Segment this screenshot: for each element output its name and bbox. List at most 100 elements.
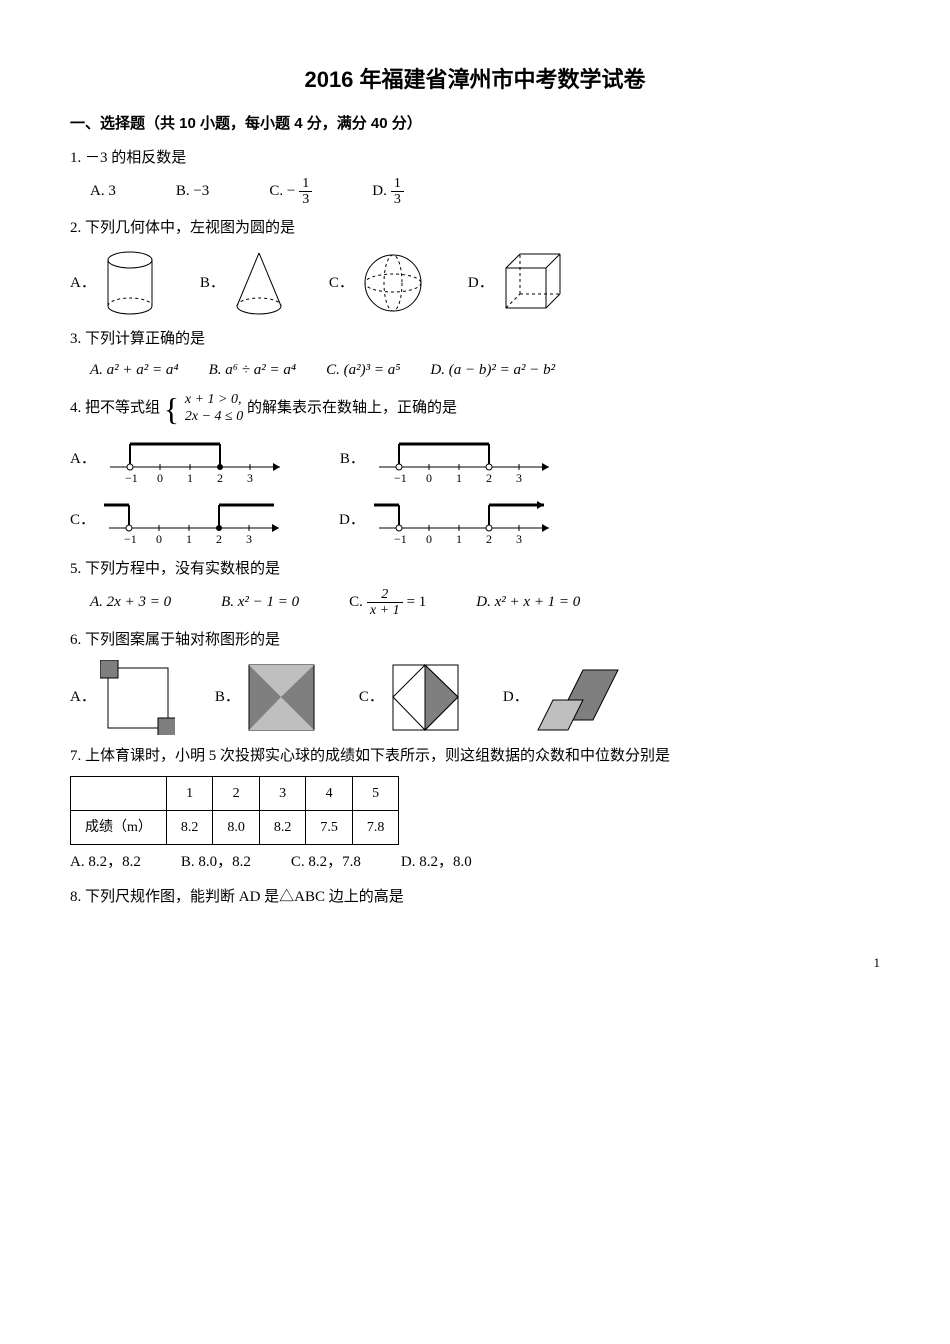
- q2-opt-d: D．: [468, 248, 568, 318]
- cone-icon: [229, 248, 289, 318]
- cube-icon: [498, 248, 568, 318]
- q4-b-label: B．: [340, 446, 365, 473]
- cell-rowhead: 成绩（m）: [71, 810, 167, 844]
- svg-text:0: 0: [156, 532, 162, 546]
- q5-c-den: x + 1: [367, 603, 403, 618]
- q1-opt-b: B. −3: [176, 178, 209, 205]
- q5-opt-c: C. 2 x + 1 = 1: [349, 587, 426, 619]
- q3-stem: 3. 下列计算正确的是: [70, 326, 880, 353]
- q7-opt-b: B. 8.0，8.2: [181, 849, 251, 876]
- q1-opt-d: D. 1 3: [372, 176, 404, 208]
- svg-text:1: 1: [456, 532, 462, 546]
- q5-options: A. 2x + 3 = 0 B. x² − 1 = 0 C. 2 x + 1 =…: [90, 587, 880, 619]
- q2-opt-b: B．: [200, 248, 289, 318]
- q6-b-label: B．: [215, 684, 240, 711]
- q4-post: 的解集表示在数轴上，正确的是: [247, 401, 457, 417]
- cell-c4: 4: [306, 776, 353, 810]
- q6-opt-b: B．: [215, 660, 319, 735]
- q7-options: A. 8.2，8.2 B. 8.0，8.2 C. 8.2，7.8 D. 8.2，…: [70, 849, 880, 876]
- q4-row1: A． −1 0 1 2 3 B． −1 0 1: [70, 432, 880, 487]
- q3-opt-b: B. a⁶ ÷ a² = a⁴: [209, 357, 296, 384]
- q2-options: A． B． C． D．: [70, 248, 880, 318]
- cell-v2: 8.0: [213, 810, 260, 844]
- q2-opt-a: A．: [70, 248, 160, 318]
- numberline-c: −1 0 1 2 3: [99, 493, 289, 548]
- svg-text:3: 3: [516, 471, 522, 485]
- svg-text:1: 1: [456, 471, 462, 485]
- q6-stem: 6. 下列图案属于轴对称图形的是: [70, 627, 880, 654]
- q4-stem: 4. 把不等式组 { x + 1 > 0, 2x − 4 ≤ 0 的解集表示在数…: [70, 392, 880, 426]
- q4-opt-c: C． −1 0 1 2 3: [70, 493, 289, 548]
- cell-v3: 8.2: [259, 810, 306, 844]
- q5-opt-b: B. x² − 1 = 0: [221, 589, 299, 616]
- q1-opt-c: C. − 1 3: [269, 176, 312, 208]
- svg-text:−1: −1: [125, 471, 138, 485]
- q4-row2: C． −1 0 1 2 3 D． −1 0: [70, 493, 880, 548]
- pattern-c: [388, 660, 463, 735]
- svg-text:0: 0: [157, 471, 163, 485]
- q7-opt-d: D. 8.2，8.0: [401, 849, 472, 876]
- q4-a-label: A．: [70, 446, 96, 473]
- q2-a-label: A．: [70, 270, 96, 297]
- q5-c-num: 2: [367, 587, 403, 603]
- brace-icon: {: [164, 395, 179, 424]
- q1-c-den: 3: [299, 192, 312, 207]
- pattern-a: [100, 660, 175, 735]
- q1-options: A. 3 B. −3 C. − 1 3 D. 1 3: [90, 176, 880, 208]
- q1-d-den: 3: [391, 192, 404, 207]
- q4-opt-d: D． −1 0 1 2 3: [339, 493, 559, 548]
- svg-text:1: 1: [186, 532, 192, 546]
- cell-c3: 3: [259, 776, 306, 810]
- q5-c-post: = 1: [407, 589, 427, 616]
- q7-opt-a: A. 8.2，8.2: [70, 849, 141, 876]
- q6-options: A． B． C． D．: [70, 660, 880, 735]
- cell-v5: 7.8: [352, 810, 399, 844]
- numberline-d: −1 0 1 2 3: [369, 493, 559, 548]
- q4-d-label: D．: [339, 507, 365, 534]
- q1-stem: 1. －3 的相反数是: [70, 145, 880, 172]
- q2-c-label: C．: [329, 270, 354, 297]
- q5-opt-a: A. 2x + 3 = 0: [90, 589, 171, 616]
- table-row-data: 成绩（m） 8.2 8.0 8.2 7.5 7.8: [71, 810, 399, 844]
- table-row-head: 1 2 3 4 5: [71, 776, 399, 810]
- q2-d-label: D．: [468, 270, 494, 297]
- cell-c5: 5: [352, 776, 399, 810]
- q2-stem: 2. 下列几何体中，左视图为圆的是: [70, 215, 880, 242]
- q4-opt-b: B． −1 0 1 2 3: [340, 432, 559, 487]
- q2-opt-c: C．: [329, 248, 428, 318]
- svg-text:2: 2: [217, 471, 223, 485]
- svg-text:1: 1: [187, 471, 193, 485]
- cylinder-icon: [100, 248, 160, 318]
- q1-opt-a: A. 3: [90, 178, 116, 205]
- q6-opt-a: A．: [70, 660, 175, 735]
- section-heading: 一、选择题（共 10 小题，每小题 4 分，满分 40 分）: [70, 110, 880, 137]
- cell-c2: 2: [213, 776, 260, 810]
- cell-v1: 8.2: [166, 810, 213, 844]
- q5-stem: 5. 下列方程中，没有实数根的是: [70, 556, 880, 583]
- q6-opt-c: C．: [359, 660, 463, 735]
- q3-opt-c: C. (a²)³ = a⁵: [326, 357, 400, 384]
- svg-text:2: 2: [486, 471, 492, 485]
- q1-d-prefix: D.: [372, 178, 387, 205]
- page-number: 1: [70, 951, 880, 974]
- numberline-b: −1 0 1 2 3: [369, 432, 559, 487]
- svg-text:2: 2: [216, 532, 222, 546]
- q6-a-label: A．: [70, 684, 96, 711]
- q8-stem: 8. 下列尺规作图，能判断 AD 是△ABC 边上的高是: [70, 884, 880, 911]
- q5-c-pre: C.: [349, 589, 363, 616]
- page-title: 2016 年福建省漳州市中考数学试卷: [70, 60, 880, 100]
- svg-text:2: 2: [486, 532, 492, 546]
- svg-text:3: 3: [516, 532, 522, 546]
- q5-opt-d: D. x² + x + 1 = 0: [476, 589, 580, 616]
- q3-opt-d: D. (a − b)² = a² − b²: [430, 357, 555, 384]
- cell-v4: 7.5: [306, 810, 353, 844]
- q1-c-num: 1: [299, 176, 312, 192]
- q3-options: A. a² + a² = a⁴ B. a⁶ ÷ a² = a⁴ C. (a²)³…: [90, 357, 880, 384]
- q1-c-prefix: C. −: [269, 178, 295, 205]
- q7-table: 1 2 3 4 5 成绩（m） 8.2 8.0 8.2 7.5 7.8: [70, 776, 399, 845]
- q4-opt-a: A． −1 0 1 2 3: [70, 432, 290, 487]
- q5-c-frac: 2 x + 1: [367, 587, 403, 619]
- q6-opt-d: D．: [503, 660, 623, 735]
- q1-c-frac: 1 3: [299, 176, 312, 208]
- q7-stem: 7. 上体育课时，小明 5 次投掷实心球的成绩如下表所示，则这组数据的众数和中位…: [70, 743, 880, 770]
